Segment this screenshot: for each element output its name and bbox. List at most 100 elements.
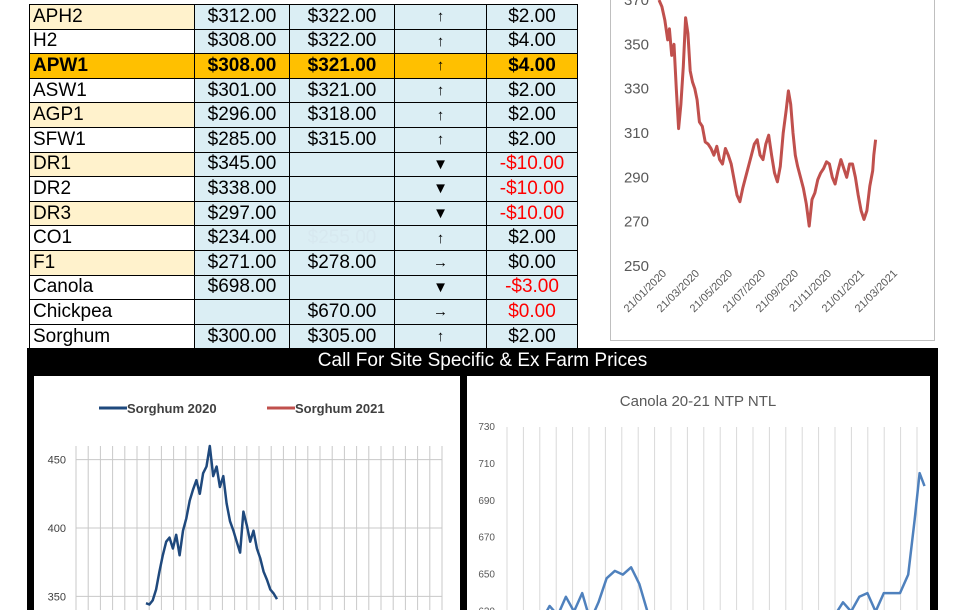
commodity-name: DR3 <box>29 200 195 227</box>
change-direction-icon: ▼ <box>394 176 487 202</box>
site-specific-banner: Call For Site Specific & Ex Farm Prices <box>317 350 648 371</box>
price-current: $308.00 <box>194 53 290 79</box>
price-current: $301.00 <box>194 77 290 104</box>
commodity-name: APW1 <box>29 53 195 79</box>
sorghum-chart: 350 400 450 Sorghum 2020 Sorghum 2021 <box>34 376 460 610</box>
price-forward: $255.00 <box>289 225 395 251</box>
canola-chart: Canola 20-21 NTP NTL 630 650 670 690 710 730 <box>467 376 930 615</box>
price-current <box>194 299 290 325</box>
price-change: -$10.00 <box>486 151 578 178</box>
price-change: -$3.00 <box>486 274 578 301</box>
price-forward: $315.00 <box>289 126 395 153</box>
sorghum-chart-svg: 350 400 450 Sorghum 2020 Sorghum 2021 <box>48 401 443 610</box>
table-row: SFW1 $285.00 $315.00 ↑ $2.00 <box>29 126 578 153</box>
legend-label: Sorghum 2021 <box>295 401 385 416</box>
change-direction-icon: ↑ <box>394 225 487 251</box>
price-forward: $670.00 <box>289 299 395 325</box>
price-current: $312.00 <box>194 4 290 30</box>
y-tick-label: 690 <box>478 496 495 507</box>
commodity-name: Chickpea <box>29 299 195 325</box>
price-current: $698.00 <box>194 274 290 301</box>
table-row: Canola $698.00 ▼ -$3.00 <box>29 274 578 301</box>
y-tick-label: 650 <box>478 570 495 581</box>
change-direction-icon: ↑ <box>394 53 487 79</box>
price-change: $2.00 <box>486 225 578 251</box>
commodity-name: F1 <box>29 249 195 276</box>
top-price-chart: 250 270 290 310 330 350 370 21/01/2020 21/03/202… <box>610 0 935 341</box>
y-tick-label: 710 <box>478 459 495 470</box>
price-current: $271.00 <box>194 249 290 276</box>
commodity-name: Canola <box>29 274 195 301</box>
commodity-name: DR2 <box>29 176 195 202</box>
y-tick-label: 630 <box>478 607 495 610</box>
change-direction-icon: ↑ <box>394 126 487 153</box>
commodity-name: APH2 <box>29 4 195 30</box>
change-direction-icon: ↑ <box>394 28 487 55</box>
table-row: F1 $271.00 $278.00 → $0.00 <box>29 249 578 276</box>
commodity-name: ASW1 <box>29 77 195 104</box>
price-forward <box>289 176 395 202</box>
change-direction-icon: → <box>394 299 487 325</box>
price-change: -$10.00 <box>486 200 578 227</box>
chart-title: Canola 20-21 NTP NTL <box>620 393 776 410</box>
price-forward <box>289 274 395 301</box>
table-row: CO1 $234.00 $255.00 ↑ $2.00 <box>29 225 578 251</box>
price-change: $0.00 <box>486 299 578 325</box>
commodity-name: H2 <box>29 28 195 55</box>
y-tick-label: 670 <box>478 533 495 544</box>
price-forward: $305.00 <box>289 323 395 350</box>
y-tick-label: 250 <box>624 258 649 275</box>
y-tick-label: 450 <box>48 455 66 467</box>
price-line <box>657 0 878 228</box>
price-forward: $318.00 <box>289 102 395 128</box>
y-tick-label: 270 <box>624 214 649 231</box>
change-direction-icon: → <box>394 249 487 276</box>
price-forward: $322.00 <box>289 4 395 30</box>
price-current: $338.00 <box>194 176 290 202</box>
price-forward <box>289 200 395 227</box>
table-row: AGP1 $296.00 $318.00 ↑ $2.00 <box>29 102 578 128</box>
table-row: ASW1 $301.00 $321.00 ↑ $2.00 <box>29 77 578 104</box>
price-current: $234.00 <box>194 225 290 251</box>
y-tick-label: 350 <box>48 591 66 603</box>
price-change: $0.00 <box>486 249 578 276</box>
y-tick-label: 730 <box>478 422 495 433</box>
price-current: $300.00 <box>194 323 290 350</box>
canola-price-line <box>528 471 926 615</box>
price-change: $4.00 <box>486 53 578 79</box>
price-forward: $278.00 <box>289 249 395 276</box>
table-row: APH2 $312.00 $322.00 ↑ $2.00 <box>29 4 578 30</box>
table-row: APW1 $308.00 $321.00 ↑ $4.00 <box>29 53 578 79</box>
price-current: $345.00 <box>194 151 290 178</box>
canola-chart-svg: Canola 20-21 NTP NTL 630 650 670 690 710 730 <box>478 393 926 615</box>
sorghum-2020-line <box>145 444 279 606</box>
commodity-name: Sorghum <box>29 323 195 350</box>
commodity-name: CO1 <box>29 225 195 251</box>
y-tick-label: 370 <box>624 0 649 9</box>
table-row: DR2 $338.00 ▼ -$10.00 <box>29 176 578 202</box>
table-row: Sorghum $300.00 $305.00 ↑ $2.00 <box>29 323 578 350</box>
table-row: Chickpea $670.00 → $0.00 <box>29 299 578 325</box>
price-change: $2.00 <box>486 77 578 104</box>
table-row: DR1 $345.00 ▼ -$10.00 <box>29 151 578 178</box>
change-direction-icon: ↑ <box>394 4 487 30</box>
y-tick-label: 330 <box>624 81 649 98</box>
price-forward: $321.00 <box>289 53 395 79</box>
change-direction-icon: ↑ <box>394 323 487 350</box>
top-price-chart-svg: 25027029031033035037021/01/202021/03/202… <box>622 0 900 315</box>
legend-label: Sorghum 2020 <box>127 401 217 416</box>
change-direction-icon: ▼ <box>394 274 487 301</box>
price-current: $308.00 <box>194 28 290 55</box>
price-current: $297.00 <box>194 200 290 227</box>
price-change: $2.00 <box>486 323 578 350</box>
change-direction-icon: ▼ <box>394 151 487 178</box>
price-table-body: APH2 $312.00 $322.00 ↑ $2.00 H2 $308.00 $322.00… <box>29 4 578 350</box>
change-direction-icon: ▼ <box>394 200 487 227</box>
price-current: $285.00 <box>194 126 290 153</box>
price-change: $2.00 <box>486 102 578 128</box>
price-forward <box>289 151 395 178</box>
y-tick-label: 310 <box>624 125 649 142</box>
change-direction-icon: ↑ <box>394 102 487 128</box>
price-table: APH2 $312.00 $322.00 ↑ $2.00 H2 $308.00 $322.00… <box>29 4 578 350</box>
price-forward: $322.00 <box>289 28 395 55</box>
